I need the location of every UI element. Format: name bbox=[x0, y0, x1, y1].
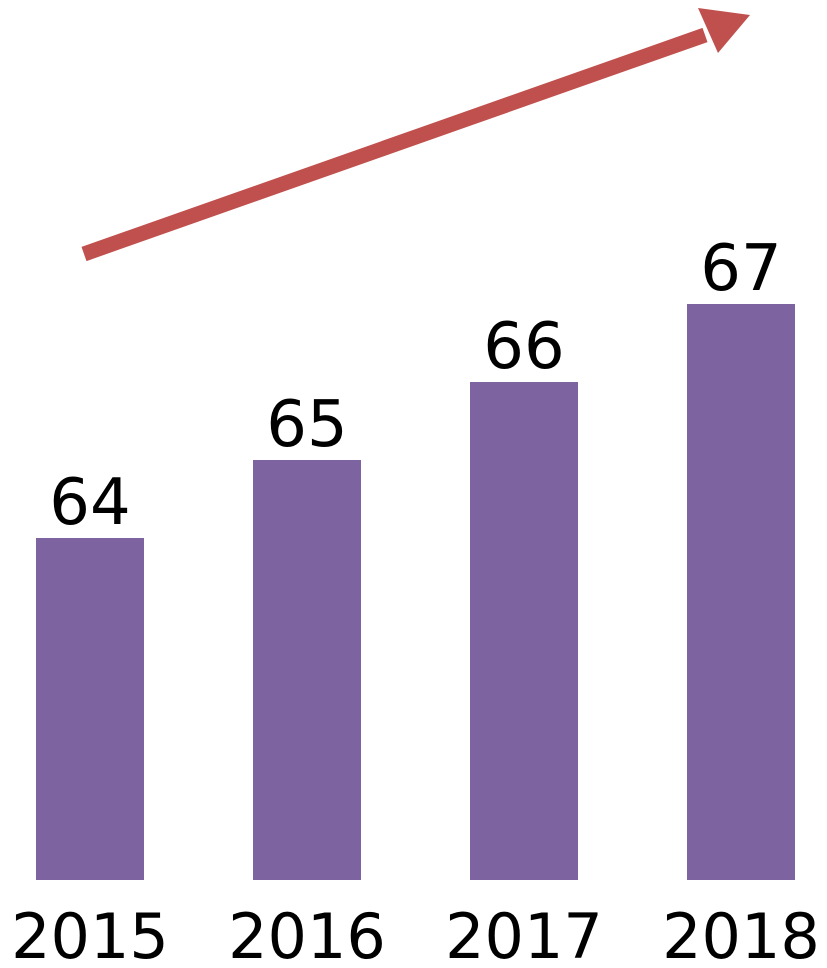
bar-2017 bbox=[470, 382, 578, 880]
bar-2018 bbox=[687, 304, 795, 880]
bar-2016 bbox=[253, 460, 361, 880]
trend-arrow-shaft bbox=[81, 27, 708, 262]
x-tick-label-2017: 2017 bbox=[445, 900, 603, 964]
data-label-2016: 65 bbox=[266, 388, 347, 462]
x-tick-label-2015: 2015 bbox=[11, 900, 169, 964]
x-tick-label-2016: 2016 bbox=[228, 900, 386, 964]
data-labels-group: 64 65 66 67 bbox=[49, 232, 781, 540]
data-label-2018: 67 bbox=[700, 232, 781, 306]
trend-arrow-group bbox=[81, 8, 750, 262]
data-label-2015: 64 bbox=[49, 466, 130, 540]
x-tick-labels-group: 2015 2016 2017 2018 bbox=[11, 900, 820, 968]
data-label-2017: 66 bbox=[483, 310, 564, 384]
bar-2015 bbox=[36, 538, 144, 880]
bars-group bbox=[36, 304, 795, 880]
trend-arrow-head-icon bbox=[698, 8, 750, 53]
x-tick-label-2018: 2018 bbox=[662, 900, 820, 964]
